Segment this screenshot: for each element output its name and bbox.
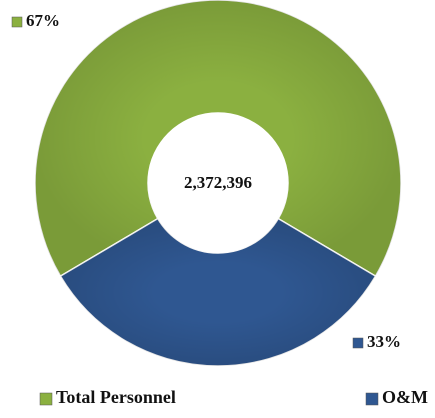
center-label: 2,372,396 [184,173,252,192]
label-swatch [352,337,364,349]
label-swatch [11,16,23,28]
legend-label: Total Personnel [56,387,176,407]
legend-swatch [39,392,53,406]
legend-swatch [365,392,379,406]
legend-label: O&M [382,387,428,407]
data-label: 33% [367,332,401,351]
slice [34,0,402,278]
data-label: 67% [26,11,60,30]
